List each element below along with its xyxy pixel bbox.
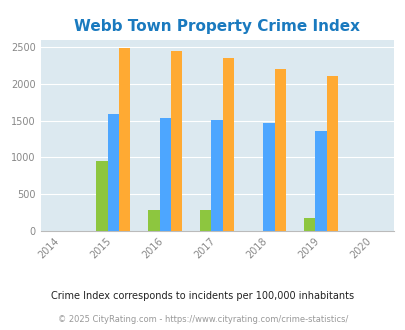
Bar: [96, 161, 107, 231]
Bar: [222, 58, 234, 231]
Bar: [326, 77, 337, 231]
Bar: [171, 51, 182, 231]
Bar: [303, 218, 315, 231]
Text: Crime Index corresponds to incidents per 100,000 inhabitants: Crime Index corresponds to incidents per…: [51, 291, 354, 301]
Bar: [211, 120, 222, 231]
Bar: [200, 210, 211, 231]
Bar: [263, 123, 274, 231]
Text: © 2025 CityRating.com - https://www.cityrating.com/crime-statistics/: © 2025 CityRating.com - https://www.city…: [58, 315, 347, 324]
Bar: [148, 211, 159, 231]
Bar: [274, 69, 286, 231]
Bar: [315, 130, 326, 231]
Title: Webb Town Property Crime Index: Webb Town Property Crime Index: [74, 19, 359, 34]
Bar: [119, 48, 130, 231]
Bar: [107, 114, 119, 231]
Bar: [159, 117, 171, 231]
